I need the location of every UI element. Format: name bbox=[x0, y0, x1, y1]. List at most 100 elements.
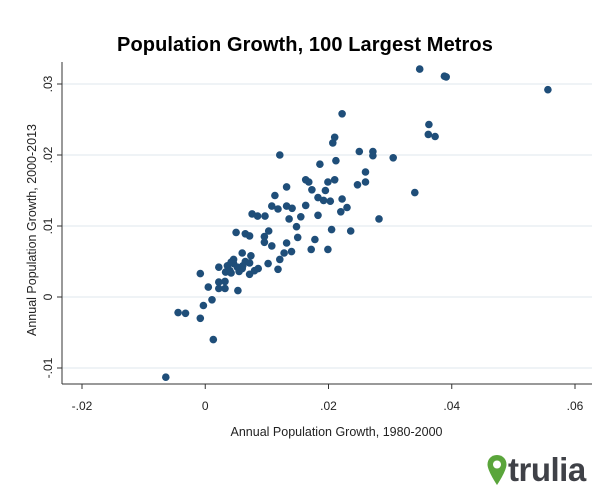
data-point bbox=[338, 110, 346, 118]
data-point bbox=[215, 278, 223, 286]
data-point bbox=[415, 65, 424, 73]
data-point bbox=[361, 178, 370, 186]
data-point bbox=[338, 195, 346, 203]
data-point bbox=[314, 211, 322, 220]
logo-text: trulia bbox=[508, 451, 586, 488]
data-point bbox=[288, 204, 296, 213]
map-pin-icon bbox=[487, 455, 507, 485]
data-point bbox=[245, 259, 254, 267]
data-point bbox=[196, 269, 205, 278]
y-tick-label: .03 bbox=[41, 75, 55, 92]
x-tick-label: .06 bbox=[567, 399, 584, 413]
x-tick-label: 0 bbox=[202, 399, 209, 413]
y-tick-label: 0 bbox=[41, 293, 55, 300]
data-point bbox=[260, 238, 269, 247]
data-point bbox=[324, 245, 332, 254]
data-point bbox=[261, 212, 269, 220]
data-point bbox=[239, 262, 247, 270]
data-point bbox=[346, 227, 355, 235]
data-point bbox=[181, 309, 190, 318]
data-point bbox=[327, 225, 336, 234]
data-point bbox=[355, 147, 364, 156]
y-tick-label: -.01 bbox=[41, 357, 55, 378]
data-point bbox=[232, 228, 240, 237]
data-point bbox=[337, 208, 345, 216]
x-tick-label: -.02 bbox=[72, 399, 93, 413]
data-point bbox=[238, 249, 246, 257]
data-point bbox=[274, 265, 282, 274]
data-point bbox=[221, 284, 229, 293]
data-point bbox=[199, 301, 208, 310]
x-axis-label: Annual Population Growth, 1980-2000 bbox=[231, 425, 443, 439]
data-point bbox=[287, 247, 296, 256]
data-point bbox=[271, 191, 279, 200]
axis-layer: -.01 0 .01 .02 .03 -.02 0 .02 .04 .06 bbox=[41, 62, 592, 413]
data-point bbox=[162, 373, 170, 382]
y-tick-label: .01 bbox=[41, 217, 55, 234]
data-point bbox=[282, 239, 291, 247]
data-point bbox=[208, 296, 216, 304]
data-point bbox=[297, 213, 305, 221]
points-layer bbox=[162, 65, 552, 382]
data-point bbox=[260, 232, 269, 241]
data-point bbox=[301, 201, 310, 210]
data-point bbox=[293, 233, 302, 242]
data-point bbox=[247, 252, 255, 260]
x-tick-label: .02 bbox=[320, 399, 337, 413]
data-point bbox=[280, 249, 288, 257]
data-point bbox=[375, 215, 383, 223]
data-point bbox=[311, 235, 319, 244]
data-point bbox=[308, 186, 316, 194]
data-point bbox=[324, 178, 332, 186]
data-point bbox=[319, 196, 328, 205]
trulia-logo: trulia bbox=[486, 452, 586, 488]
data-point bbox=[204, 283, 213, 291]
data-point bbox=[215, 263, 223, 272]
data-point bbox=[425, 120, 433, 129]
data-point bbox=[307, 245, 316, 254]
data-point bbox=[227, 269, 235, 277]
data-point bbox=[253, 212, 262, 220]
y-axis-label: Annual Population Growth, 2000-2013 bbox=[25, 124, 39, 336]
data-point bbox=[316, 160, 324, 168]
data-point bbox=[282, 183, 291, 191]
data-point bbox=[234, 286, 242, 295]
data-point bbox=[544, 85, 552, 94]
data-point bbox=[326, 197, 335, 205]
data-point bbox=[330, 176, 339, 184]
data-point bbox=[196, 314, 205, 323]
data-point bbox=[353, 181, 362, 189]
data-point bbox=[369, 151, 377, 160]
data-point bbox=[264, 227, 273, 235]
data-point bbox=[274, 205, 282, 213]
data-point bbox=[332, 156, 340, 165]
data-point bbox=[276, 151, 284, 159]
x-tick-label: .04 bbox=[443, 399, 460, 413]
data-point bbox=[292, 222, 301, 231]
data-point bbox=[431, 132, 439, 141]
data-point bbox=[314, 193, 322, 202]
data-point bbox=[411, 188, 419, 197]
data-point bbox=[276, 255, 284, 264]
data-point bbox=[268, 242, 276, 250]
data-point bbox=[343, 203, 351, 212]
grid-layer bbox=[62, 83, 592, 369]
data-point bbox=[250, 266, 259, 275]
data-point bbox=[264, 259, 272, 268]
data-point bbox=[227, 258, 235, 267]
data-point bbox=[305, 178, 313, 186]
data-point bbox=[174, 308, 182, 317]
data-point bbox=[442, 73, 451, 81]
data-point bbox=[268, 202, 276, 210]
data-point bbox=[330, 133, 339, 142]
data-point bbox=[221, 277, 229, 286]
data-point bbox=[215, 284, 223, 293]
data-point bbox=[389, 154, 398, 162]
chart-title: Population Growth, 100 Largest Metros bbox=[117, 34, 493, 56]
data-point bbox=[209, 335, 218, 344]
y-tick-label: .02 bbox=[41, 146, 55, 163]
data-point bbox=[424, 130, 433, 139]
data-point bbox=[285, 215, 293, 223]
